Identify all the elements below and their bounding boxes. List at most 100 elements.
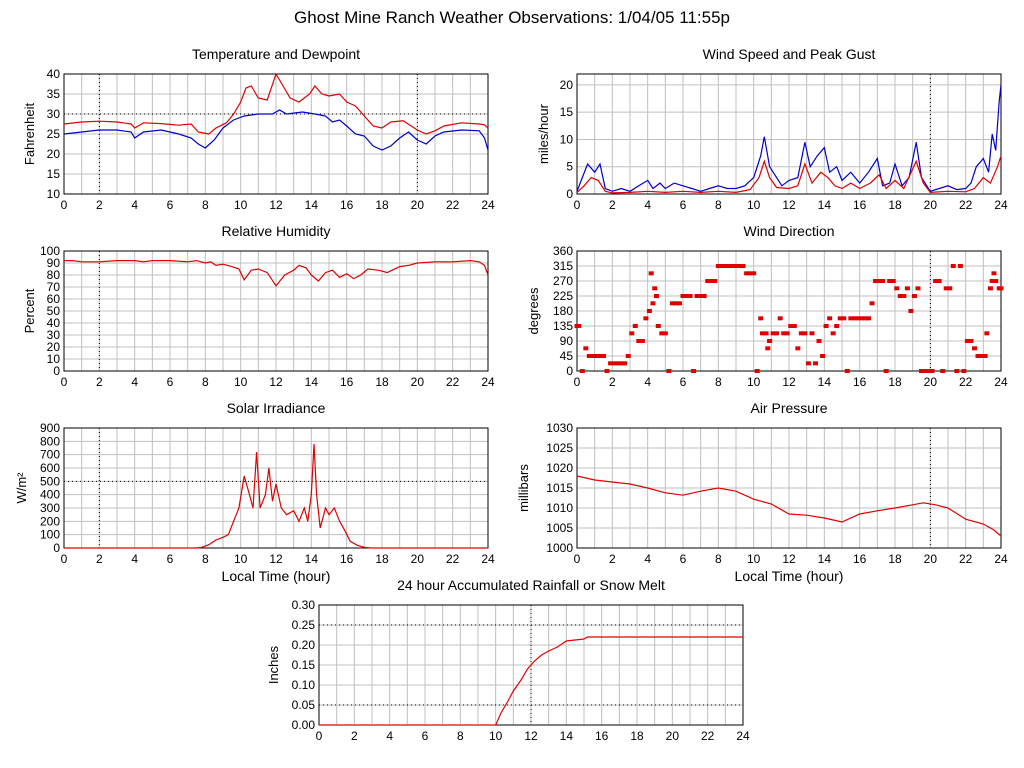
data-point	[763, 331, 769, 336]
y-tick-label: 0	[566, 364, 573, 378]
y-tick-label: 45	[560, 349, 574, 363]
y-tick-label: 0.25	[292, 618, 316, 632]
x-tick-label: 8	[715, 552, 722, 566]
data-point	[615, 361, 621, 366]
x-tick-label: 10	[234, 375, 248, 389]
data-point	[583, 346, 589, 351]
x-tick-label: 18	[375, 375, 389, 389]
x-tick-label: 14	[305, 552, 319, 566]
data-point	[984, 331, 990, 336]
data-point	[901, 294, 907, 298]
y-tick-label: 800	[40, 434, 60, 448]
data-point	[740, 264, 746, 268]
x-tick-label: 8	[715, 375, 722, 389]
data-point	[765, 346, 771, 351]
x-tick-label: 20	[411, 375, 425, 389]
series-line-temperature	[63, 72, 489, 135]
data-point	[744, 271, 750, 276]
y-tick-label: 180	[553, 304, 573, 318]
data-point	[646, 309, 652, 313]
y-tick-label: 0	[53, 364, 60, 378]
y-tick-label: 0.15	[292, 658, 316, 672]
x-tick-label: 0	[61, 552, 68, 566]
y-tick-label: 100	[40, 244, 60, 258]
data-point	[991, 271, 997, 276]
x-tick-label: 16	[853, 375, 867, 389]
data-point	[632, 324, 638, 328]
data-point	[947, 286, 953, 291]
y-tick-label: 0.05	[292, 698, 316, 712]
data-point	[834, 324, 840, 328]
data-point	[998, 286, 1004, 291]
x-tick-label: 6	[167, 552, 174, 566]
y-axis-label: degrees	[526, 287, 541, 334]
x-tick-label: 18	[375, 552, 389, 566]
y-tick-label: 30	[47, 328, 61, 342]
y-tick-label: 0.10	[292, 678, 316, 692]
data-point	[770, 331, 776, 336]
data-point	[922, 369, 928, 373]
data-point	[781, 331, 787, 336]
series-line-peak-gust	[576, 84, 1002, 193]
y-tick-label: 900	[40, 421, 60, 435]
data-point	[712, 279, 718, 283]
data-point	[929, 369, 935, 373]
data-point	[972, 346, 977, 351]
x-tick-label: 6	[167, 198, 174, 212]
data-point	[576, 324, 582, 328]
data-point	[858, 316, 864, 321]
chart-temp: 0 2 4 6 8 10 12 14 16 18 20 22 2410152025303540Tempe…	[22, 46, 495, 212]
data-point	[919, 369, 924, 373]
x-tick-label: 24	[994, 375, 1008, 389]
data-point	[715, 264, 721, 268]
data-point	[961, 369, 967, 373]
y-tick-label: 1030	[546, 421, 573, 435]
series-line-dewpoint	[63, 109, 489, 151]
data-point	[873, 279, 879, 283]
data-point	[733, 264, 739, 268]
y-tick-label: 15	[47, 167, 61, 181]
data-point	[652, 286, 658, 291]
x-tick-label: 14	[818, 375, 832, 389]
data-point	[698, 294, 704, 298]
data-point	[654, 294, 659, 298]
data-point	[705, 279, 711, 283]
data-point	[691, 369, 697, 373]
data-point	[593, 354, 599, 358]
y-tick-label: 0	[53, 541, 60, 555]
x-tick-label: 22	[446, 552, 460, 566]
y-tick-label: 40	[47, 316, 61, 330]
data-point	[926, 369, 932, 373]
y-tick-label: 300	[40, 501, 60, 515]
data-point	[887, 279, 893, 283]
x-tick-label: 0	[574, 552, 581, 566]
x-tick-label: 24	[481, 375, 495, 389]
chart-solar: 0 2 4 6 8 10 12 14 16 18 20 22 240100200300400500600…	[14, 400, 495, 584]
x-tick-label: 14	[818, 552, 832, 566]
x-tick-label: 4	[386, 729, 393, 743]
data-point	[964, 339, 970, 343]
y-tick-label: 80	[47, 268, 61, 282]
x-tick-label: 2	[351, 729, 358, 743]
x-tick-label: 2	[96, 375, 103, 389]
data-point	[754, 369, 760, 373]
y-tick-label: 35	[47, 87, 61, 101]
x-tick-label: 12	[269, 375, 283, 389]
data-point	[869, 301, 875, 306]
data-point	[590, 354, 596, 358]
data-point	[726, 264, 732, 268]
x-tick-label: 0	[574, 198, 581, 212]
x-tick-label: 8	[202, 198, 209, 212]
data-point	[813, 361, 818, 366]
data-point	[795, 346, 801, 351]
data-point	[968, 339, 974, 343]
data-point	[940, 369, 946, 373]
data-point	[687, 294, 693, 298]
data-point	[897, 294, 903, 298]
y-tick-label: 60	[47, 292, 61, 306]
page-title: Ghost Mine Ranch Weather Observations: 1…	[294, 8, 730, 27]
x-tick-label: 6	[422, 729, 429, 743]
y-tick-label: 1020	[546, 461, 573, 475]
x-tick-label: 4	[644, 198, 651, 212]
